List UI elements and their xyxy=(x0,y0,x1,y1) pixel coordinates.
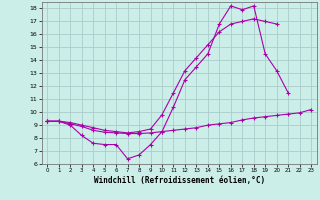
X-axis label: Windchill (Refroidissement éolien,°C): Windchill (Refroidissement éolien,°C) xyxy=(94,176,265,185)
